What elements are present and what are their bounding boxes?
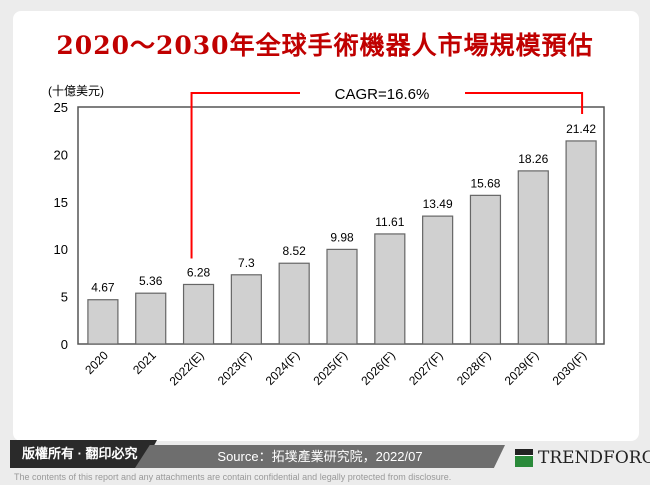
data-label: 21.42 — [566, 122, 596, 136]
x-tick-label: 2025(F) — [311, 348, 351, 388]
trendforce-logo: TRENDFORCE — [515, 448, 650, 468]
data-label: 6.28 — [187, 265, 211, 279]
brand-name: TRENDFORCE — [538, 448, 650, 468]
copyright-label: 版權所有 · 翻印必究 — [10, 440, 157, 468]
x-tick-label: 2020 — [82, 348, 111, 377]
bar — [469, 194, 502, 345]
bar — [374, 233, 406, 345]
disclaimer: The contents of this report and any atta… — [14, 472, 452, 482]
x-tick-label: 2030(F) — [550, 348, 590, 388]
y-tick-label: 5 — [61, 290, 68, 305]
y-tick-label: 0 — [61, 337, 68, 352]
bar — [278, 262, 310, 345]
x-tick-label: 2026(F) — [358, 348, 398, 388]
x-tick-label: 2027(F) — [406, 348, 446, 388]
x-tick-label: 2028(F) — [454, 348, 494, 388]
y-tick-label: 25 — [54, 100, 68, 115]
data-label: 5.36 — [139, 274, 163, 288]
chart-title: 2020～2030年全球手術機器人市場規模預估 — [56, 31, 594, 60]
bar — [326, 248, 358, 345]
cagr-annotation: CAGR=16.6% — [335, 86, 430, 103]
bar — [135, 292, 167, 345]
y-tick-label: 20 — [54, 147, 68, 162]
data-label: 8.52 — [283, 244, 307, 258]
x-tick-label: 2023(F) — [215, 348, 255, 388]
bar — [87, 299, 119, 345]
x-tick-label: 2029(F) — [502, 348, 542, 388]
y-tick-label: 10 — [54, 242, 68, 257]
x-tick-label: 2022(E) — [167, 348, 207, 388]
bar — [230, 274, 262, 345]
bar — [422, 215, 454, 345]
cagr-bracket-right — [465, 92, 584, 114]
bar — [517, 170, 549, 345]
y-axis-label: (十億美元) — [48, 84, 104, 98]
bar — [182, 283, 215, 345]
y-tick-label: 15 — [54, 195, 68, 210]
x-tick-label: 2021 — [130, 348, 159, 377]
data-label: 18.26 — [518, 152, 548, 166]
cagr-bracket-left — [190, 92, 300, 259]
x-tick-label: 2024(F) — [263, 348, 303, 388]
data-label: 9.98 — [330, 230, 354, 244]
data-label: 13.49 — [423, 197, 453, 211]
data-label: 4.67 — [91, 281, 115, 295]
trendforce-logo-icon — [515, 449, 533, 467]
data-label: 11.61 — [375, 215, 404, 229]
bar — [565, 140, 597, 345]
data-label: 7.3 — [238, 256, 255, 270]
source-label: Source：拓墣產業研究院，2022/07 — [135, 445, 505, 468]
data-label: 15.68 — [470, 176, 500, 190]
